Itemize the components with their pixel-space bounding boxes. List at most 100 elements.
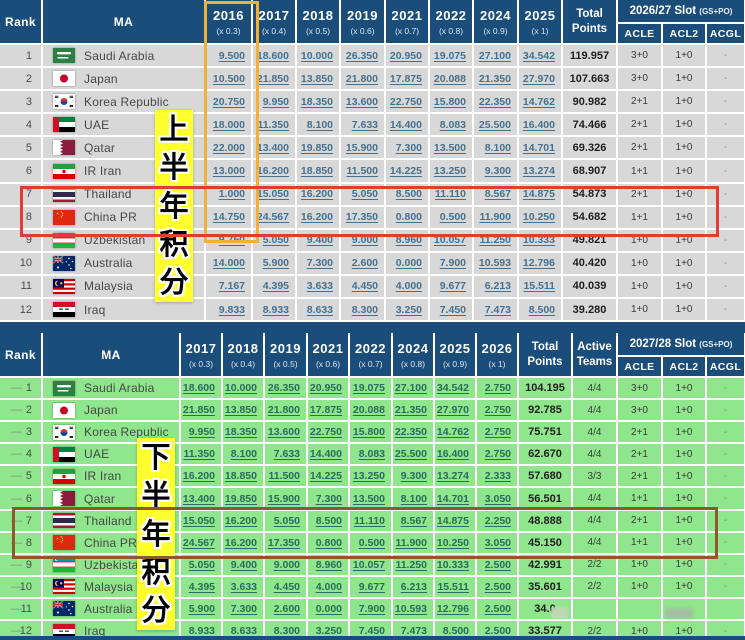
- points-value-link[interactable]: 16.400: [518, 113, 563, 138]
- points-value-link[interactable]: 4.395: [180, 575, 223, 599]
- points-value-link[interactable]: 9.677: [349, 575, 393, 599]
- points-value-link[interactable]: 9.677: [429, 274, 474, 300]
- points-value-link[interactable]: 2.600: [340, 251, 386, 276]
- points-value-link[interactable]: 10.593: [392, 597, 435, 622]
- points-value-link[interactable]: 25.500: [392, 443, 435, 467]
- points-value-link[interactable]: 15.800: [429, 90, 474, 115]
- points-value-link[interactable]: 0.800: [307, 531, 350, 555]
- points-value-link[interactable]: 8.100: [296, 113, 341, 138]
- points-value-link[interactable]: 16.200: [222, 509, 265, 533]
- points-value-link[interactable]: 22.350: [473, 90, 519, 115]
- points-value-link[interactable]: 4.000: [307, 575, 350, 599]
- points-value-link[interactable]: 11.900: [392, 531, 435, 555]
- points-value-link[interactable]: 8.633: [296, 298, 341, 323]
- points-value-link[interactable]: 0.500: [429, 205, 474, 230]
- points-value-link[interactable]: 8.300: [340, 298, 386, 323]
- points-value-link[interactable]: 26.350: [264, 377, 308, 401]
- points-value-link[interactable]: 4.450: [264, 575, 308, 599]
- points-value-link[interactable]: 5.900: [180, 597, 223, 622]
- points-value-link[interactable]: 5.050: [264, 509, 308, 533]
- points-value-link[interactable]: 18.350: [222, 421, 265, 445]
- points-value-link[interactable]: 7.633: [264, 443, 308, 467]
- points-value-link[interactable]: 8.300: [264, 620, 308, 640]
- points-value-link[interactable]: 16.400: [434, 443, 477, 467]
- points-value-link[interactable]: 7.167: [205, 274, 253, 300]
- points-value-link[interactable]: 8.083: [429, 113, 474, 138]
- points-value-link[interactable]: 7.450: [429, 298, 474, 323]
- points-value-link[interactable]: 11.500: [264, 465, 308, 489]
- points-value-link[interactable]: 14.400: [385, 113, 430, 138]
- points-value-link[interactable]: 9.950: [180, 421, 223, 445]
- points-value-link[interactable]: 7.473: [392, 620, 435, 640]
- points-value-link[interactable]: 8.500: [518, 298, 563, 323]
- points-value-link[interactable]: 8.100: [222, 443, 265, 467]
- points-value-link[interactable]: 7.300: [296, 251, 341, 276]
- points-value-link[interactable]: 7.300: [222, 597, 265, 622]
- points-value-link[interactable]: 15.511: [434, 575, 477, 599]
- points-value-link[interactable]: 0.800: [385, 205, 430, 230]
- points-value-link[interactable]: 12.796: [434, 597, 477, 622]
- points-value-link[interactable]: 2.500: [476, 620, 519, 640]
- points-value-link[interactable]: 18.850: [222, 465, 265, 489]
- points-value-link[interactable]: 13.500: [429, 136, 474, 161]
- points-value-link[interactable]: 20.950: [307, 377, 350, 401]
- points-value-link[interactable]: 10.057: [349, 553, 393, 577]
- points-value-link[interactable]: 9.300: [473, 159, 519, 184]
- points-value-link[interactable]: 13.400: [252, 136, 297, 161]
- points-value-link[interactable]: 15.511: [518, 274, 563, 300]
- points-value-link[interactable]: 27.970: [518, 67, 563, 92]
- points-value-link[interactable]: 8.567: [392, 509, 435, 533]
- points-value-link[interactable]: 8.500: [307, 509, 350, 533]
- points-value-link[interactable]: 22.000: [205, 136, 253, 161]
- points-value-link[interactable]: 13.250: [349, 465, 393, 489]
- points-value-link[interactable]: 8.633: [222, 620, 265, 640]
- points-value-link[interactable]: 14.875: [434, 509, 477, 533]
- points-value-link[interactable]: 9.400: [222, 553, 265, 577]
- points-value-link[interactable]: 4.000: [385, 274, 430, 300]
- points-value-link[interactable]: 9.000: [264, 553, 308, 577]
- points-value-link[interactable]: 9.833: [205, 298, 253, 323]
- points-value-link[interactable]: 18.350: [296, 90, 341, 115]
- points-value-link[interactable]: 3.050: [476, 487, 519, 511]
- points-value-link[interactable]: 11.110: [349, 509, 393, 533]
- points-value-link[interactable]: 8.083: [349, 443, 393, 467]
- points-value-link[interactable]: 15.800: [349, 421, 393, 445]
- points-value-link[interactable]: 13.850: [296, 67, 341, 92]
- points-value-link[interactable]: 2.750: [476, 399, 519, 423]
- points-value-link[interactable]: 10.000: [296, 44, 341, 69]
- points-value-link[interactable]: 27.100: [473, 44, 519, 69]
- points-value-link[interactable]: 8.933: [252, 298, 297, 323]
- points-value-link[interactable]: 4.450: [340, 274, 386, 300]
- points-value-link[interactable]: 13.600: [264, 421, 308, 445]
- points-value-link[interactable]: 11.350: [180, 443, 223, 467]
- points-value-link[interactable]: 21.350: [473, 67, 519, 92]
- points-value-link[interactable]: 3.250: [385, 298, 430, 323]
- points-value-link[interactable]: 3.633: [296, 274, 341, 300]
- points-value-link[interactable]: 27.970: [434, 399, 477, 423]
- points-value-link[interactable]: 9.500: [205, 44, 253, 69]
- points-value-link[interactable]: 13.000: [205, 159, 253, 184]
- points-value-link[interactable]: 13.600: [340, 90, 386, 115]
- points-value-link[interactable]: 14.000: [205, 251, 253, 276]
- points-value-link[interactable]: 22.750: [307, 421, 350, 445]
- points-value-link[interactable]: 27.100: [392, 377, 435, 401]
- points-value-link[interactable]: 21.850: [252, 67, 297, 92]
- points-value-link[interactable]: 20.750: [205, 90, 253, 115]
- points-value-link[interactable]: 13.500: [349, 487, 393, 511]
- points-value-link[interactable]: 18.600: [180, 377, 223, 401]
- points-value-link[interactable]: 15.900: [340, 136, 386, 161]
- points-value-link[interactable]: 10.500: [205, 67, 253, 92]
- points-value-link[interactable]: 10.333: [434, 553, 477, 577]
- points-value-link[interactable]: 21.800: [264, 399, 308, 423]
- points-value-link[interactable]: 22.750: [385, 90, 430, 115]
- points-value-link[interactable]: 18.850: [296, 159, 341, 184]
- points-value-link[interactable]: 14.750: [205, 205, 253, 230]
- points-value-link[interactable]: 26.350: [340, 44, 386, 69]
- points-value-link[interactable]: 2.250: [476, 509, 519, 533]
- points-value-link[interactable]: 5.050: [180, 553, 223, 577]
- points-value-link[interactable]: 17.875: [307, 399, 350, 423]
- points-value-link[interactable]: 13.274: [518, 159, 563, 184]
- points-value-link[interactable]: 24.567: [180, 531, 223, 555]
- points-value-link[interactable]: 11.500: [340, 159, 386, 184]
- points-value-link[interactable]: 14.225: [385, 159, 430, 184]
